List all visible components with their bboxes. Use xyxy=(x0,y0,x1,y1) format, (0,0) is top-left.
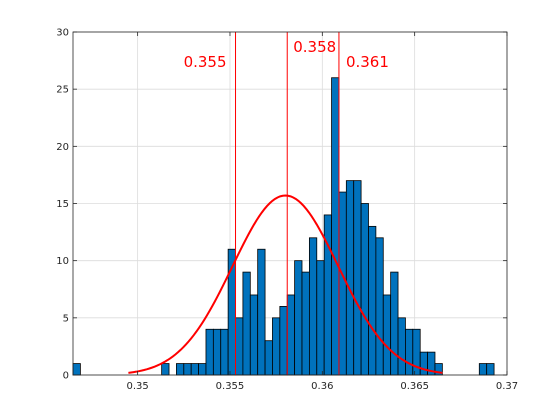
x-tick-label: 0.37 xyxy=(496,381,518,392)
marker-label: 0.355 xyxy=(184,53,227,71)
histogram-bar xyxy=(242,271,251,376)
y-tick-label: 0 xyxy=(63,371,69,382)
histogram-bar xyxy=(183,363,192,376)
axis-ticks xyxy=(73,31,508,376)
y-tick-label: 15 xyxy=(56,199,69,210)
histogram-bar xyxy=(220,328,229,376)
histogram-bar xyxy=(176,363,185,376)
x-tick-label: 0.355 xyxy=(216,381,245,392)
histogram-bar xyxy=(331,77,340,376)
y-tick-label: 30 xyxy=(56,28,69,39)
x-tick-label: 0.35 xyxy=(127,381,149,392)
x-tick-labels: 0.35 0.355 0.36 0.365 0.37 xyxy=(127,381,519,392)
histogram-bar xyxy=(286,294,296,376)
histogram-bar xyxy=(72,363,81,376)
histogram-bar xyxy=(360,203,369,376)
histogram-bar xyxy=(294,260,303,376)
histogram-bars xyxy=(72,77,495,376)
histogram-bar xyxy=(353,180,362,376)
y-tick-label: 5 xyxy=(63,313,69,324)
histogram-bar xyxy=(257,248,266,376)
histogram-bar xyxy=(212,328,222,376)
histogram-bar xyxy=(205,328,214,376)
histogram-bar xyxy=(382,294,392,376)
histogram-bar xyxy=(478,363,488,376)
histogram-bar xyxy=(249,294,259,376)
histogram-bar xyxy=(301,271,310,376)
histogram-bar xyxy=(397,317,406,376)
histogram-bar xyxy=(390,271,399,376)
marker-labels: 0.355 0.358 0.361 xyxy=(184,38,389,71)
histogram-bar xyxy=(308,237,318,376)
histogram-bar xyxy=(375,237,384,376)
histogram-bar xyxy=(368,225,377,376)
x-tick-label: 0.365 xyxy=(400,381,429,392)
histogram-bar xyxy=(338,191,347,376)
histogram-bar xyxy=(161,363,170,376)
histogram-bar xyxy=(316,260,325,376)
marker-lines xyxy=(235,32,340,375)
grid-lines xyxy=(73,31,508,376)
y-tick-label: 20 xyxy=(56,142,69,153)
histogram-bar xyxy=(405,328,414,376)
histogram-bar xyxy=(486,363,495,376)
histogram-bar xyxy=(198,363,207,376)
histogram-bar xyxy=(345,180,355,376)
y-tick-label: 25 xyxy=(56,85,69,96)
histogram-bar xyxy=(272,317,281,376)
histogram-bar xyxy=(235,317,244,376)
histogram-bar xyxy=(419,351,428,376)
marker-label: 0.358 xyxy=(293,38,336,56)
x-tick-label: 0.36 xyxy=(311,381,333,392)
histogram-bar xyxy=(190,363,199,376)
marker-label: 0.361 xyxy=(346,53,389,71)
histogram-bar xyxy=(279,305,288,376)
histogram-bar xyxy=(264,340,273,376)
y-tick-labels: 0 5 10 15 20 25 30 xyxy=(56,28,69,382)
y-tick-label: 10 xyxy=(56,256,69,267)
normal-fit-curve xyxy=(128,194,443,374)
